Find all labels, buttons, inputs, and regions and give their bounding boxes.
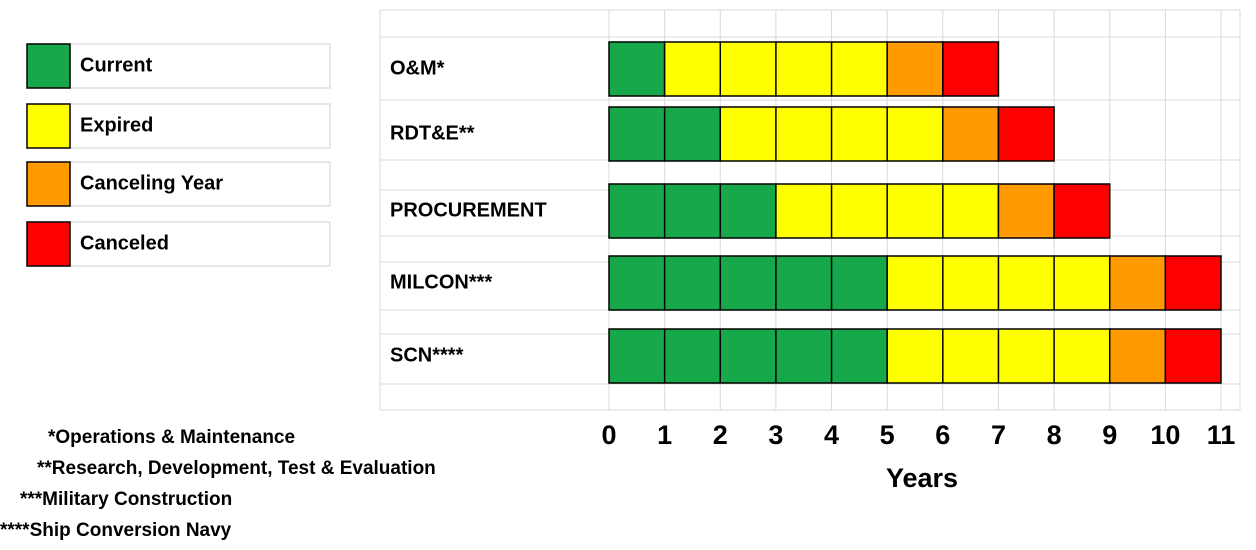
- x-axis-label: Years: [886, 463, 958, 493]
- x-tick-label: 7: [991, 420, 1006, 450]
- bar-segment: [1164, 255, 1222, 311]
- legend-box: [69, 161, 331, 207]
- bar-segment: [608, 255, 888, 311]
- bar-segment: [997, 183, 1055, 239]
- x-tick-label: 10: [1150, 420, 1180, 450]
- bar-segment: [1053, 183, 1111, 239]
- footnote: **Research, Development, Test & Evaluati…: [37, 458, 436, 479]
- x-tick-label: 9: [1102, 420, 1117, 450]
- bar-segment: [608, 183, 777, 239]
- legend-label: Canceling Year: [80, 172, 223, 194]
- category-label: SCN****: [390, 344, 464, 366]
- bar-segment: [1108, 328, 1167, 384]
- x-tick-label: 6: [935, 420, 950, 450]
- legend-swatch: [26, 43, 71, 89]
- legend-box: [69, 103, 331, 149]
- x-tick-label: 1: [657, 420, 672, 450]
- x-tick-label: 3: [768, 420, 783, 450]
- x-tick-label: 0: [601, 420, 616, 450]
- bar-segment: [886, 41, 944, 97]
- bar-segment: [1164, 328, 1222, 384]
- footnote: ****Ship Conversion Navy: [0, 520, 232, 541]
- legend-label: Expired: [80, 114, 153, 136]
- x-tick-label: 4: [824, 420, 839, 450]
- bar-segment: [608, 41, 666, 97]
- bar-segment: [1108, 255, 1167, 311]
- legend-box: [69, 221, 331, 267]
- x-tick-label: 8: [1047, 420, 1062, 450]
- footnote: *Operations & Maintenance: [48, 427, 295, 448]
- category-label: PROCUREMENT: [390, 199, 547, 221]
- x-tick-label: 2: [713, 420, 728, 450]
- legend-swatch: [26, 221, 71, 267]
- category-label: MILCON***: [390, 271, 492, 293]
- legend-box: [69, 43, 331, 89]
- legend-swatch: [26, 161, 71, 207]
- bar-segment: [942, 106, 1000, 162]
- x-tick-label: 5: [880, 420, 895, 450]
- bar-segment: [942, 41, 1000, 97]
- bar-segment: [608, 328, 888, 384]
- footnote: ***Military Construction: [20, 489, 232, 510]
- category-label: RDT&E**: [390, 122, 475, 144]
- category-label: O&M*: [390, 57, 445, 79]
- x-tick-label: 11: [1207, 420, 1236, 450]
- bar-segment: [997, 106, 1055, 162]
- legend-label: Current: [80, 54, 153, 76]
- legend-swatch: [26, 103, 71, 149]
- legend-label: Canceled: [80, 232, 169, 254]
